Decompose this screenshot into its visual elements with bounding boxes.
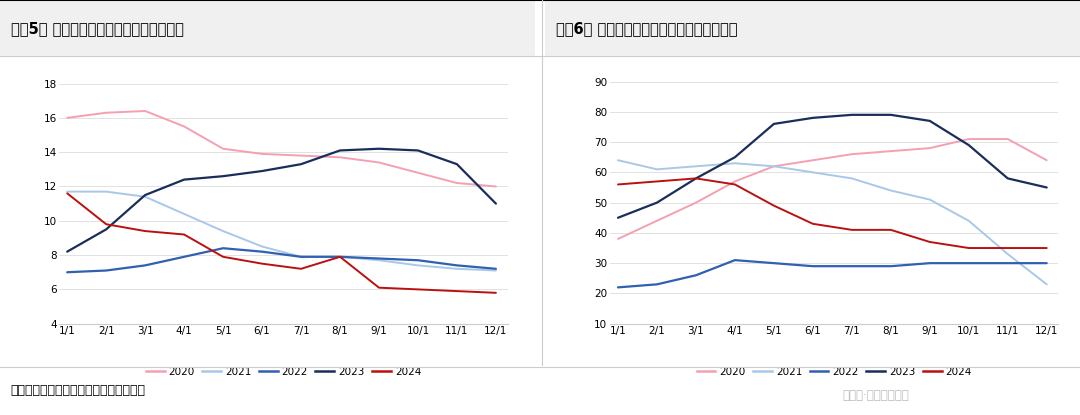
- Legend: 2020, 2021, 2022, 2023, 2024: 2020, 2021, 2022, 2023, 2024: [141, 362, 426, 381]
- Text: 公众号·广发期货研究: 公众号·广发期货研究: [842, 388, 909, 402]
- Text: 数据来源：锃联，广发期货发展研究中心: 数据来源：锃联，广发期货发展研究中心: [11, 384, 146, 398]
- Text: 图袅5： 天然橡胶青岛保税区库存（万吨）: 图袅5： 天然橡胶青岛保税区库存（万吨）: [11, 21, 184, 36]
- Legend: 2020, 2021, 2022, 2023, 2024: 2020, 2021, 2022, 2023, 2024: [692, 362, 976, 381]
- Text: 图袅6： 天然橡胶青岛一般贸易库存（万吨）: 图袅6： 天然橡胶青岛一般贸易库存（万吨）: [556, 21, 738, 36]
